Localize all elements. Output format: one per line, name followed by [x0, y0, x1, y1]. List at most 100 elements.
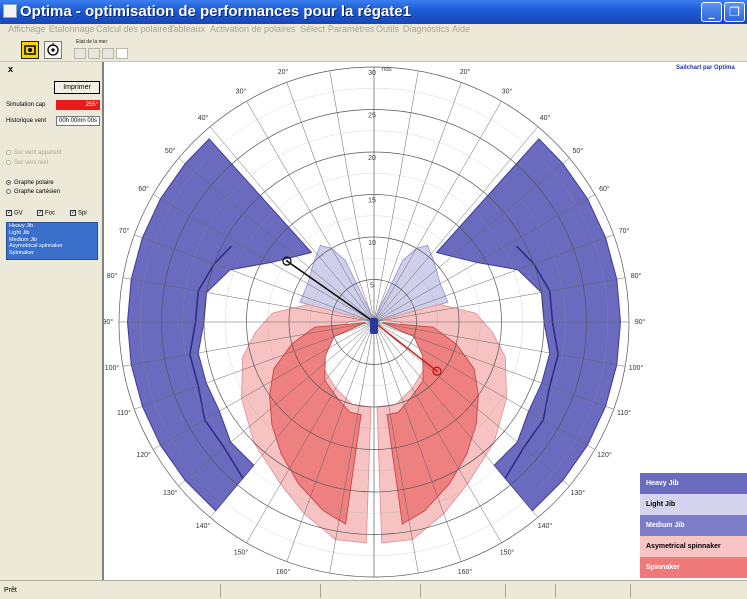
- angle-label: 100°: [629, 364, 644, 372]
- window-title: Optima - optimisation de performances po…: [20, 3, 411, 20]
- angle-radial: [373, 321, 462, 562]
- checkbox-spi[interactable]: ✓ Spi: [70, 210, 87, 217]
- sea-state-1[interactable]: [74, 48, 86, 59]
- menu-etalonnage[interactable]: Etalonnage: [49, 24, 95, 34]
- angle-label: 10°: [415, 62, 426, 64]
- radio-true-label: Sur vent réel: [14, 160, 49, 167]
- speed-tick-label: 15: [368, 198, 376, 205]
- angle-label: 50°: [573, 147, 584, 155]
- angle-label: 40°: [198, 114, 209, 122]
- menu-tableaux[interactable]: Tableaux: [169, 24, 206, 34]
- checkbox-gv-label: GV: [14, 210, 23, 217]
- angle-radial: [209, 126, 375, 323]
- angle-radial: [373, 277, 626, 323]
- menu-select[interactable]: Sélect: [300, 24, 326, 34]
- angle-label: 50°: [165, 147, 176, 155]
- radio-polar-graph[interactable]: Graphe polaire: [6, 180, 54, 186]
- angle-label: 110°: [617, 409, 631, 417]
- menu-calcul-polaires[interactable]: Calcul des polaires: [96, 24, 173, 34]
- status-separator: [320, 584, 321, 598]
- angle-radial: [134, 234, 375, 323]
- close-panel-icon[interactable]: x: [8, 64, 14, 74]
- minimize-button[interactable]: _: [701, 2, 722, 22]
- angle-radial: [373, 321, 419, 574]
- angle-radial: [153, 194, 375, 323]
- speed-tick-label: 5: [370, 283, 374, 290]
- spinnaker-area: [269, 322, 366, 525]
- polar-chart-area[interactable]: 10° 10° 20° 20° 30° 30° 40° 40° 50° 50° 60° 60° 70° 7…: [103, 56, 747, 592]
- menu-activation-polaires[interactable]: Activation de polaires: [210, 24, 296, 34]
- status-separator: [220, 584, 221, 598]
- angle-radial: [329, 70, 375, 323]
- radio-apparent-wind[interactable]: Sur vent apparent: [6, 150, 62, 156]
- menu-outils[interactable]: Outils: [376, 24, 400, 34]
- angle-radial: [373, 157, 570, 323]
- angle-label: 80°: [107, 272, 118, 280]
- angle-radial: [373, 101, 502, 323]
- angle-label: 70°: [619, 227, 630, 235]
- legend-item: Spinnaker: [640, 557, 747, 578]
- angle-label: 90°: [104, 318, 113, 326]
- angle-radial: [122, 277, 375, 323]
- sim-cap-field[interactable]: 255°: [56, 100, 100, 110]
- menu-affichage[interactable]: Affichage: [8, 24, 46, 34]
- sail-listbox[interactable]: Heavy Jib Light Jib Medium Jib Asymetric…: [6, 222, 98, 260]
- list-item[interactable]: Light Jib: [9, 229, 30, 236]
- radio-cartesian-graph[interactable]: Graphe cartésien: [6, 189, 60, 195]
- angle-label: 160°: [458, 568, 473, 576]
- polar-view-button[interactable]: [21, 41, 39, 59]
- menu-diagnostics[interactable]: Diagnostics: [403, 24, 450, 34]
- radio-cartesian-label: Graphe cartésien: [14, 189, 61, 196]
- angle-label: 120°: [136, 451, 151, 459]
- speed-ring: [310, 258, 438, 386]
- angle-label: 140°: [196, 522, 211, 530]
- angle-radial: [373, 321, 595, 450]
- angle-label: 20°: [460, 68, 471, 76]
- status-separator: [555, 584, 556, 598]
- angle-radial: [246, 101, 375, 323]
- angle-radial: [178, 321, 375, 487]
- angle-label: 10°: [323, 62, 334, 64]
- compass-button[interactable]: [44, 41, 62, 59]
- side-panel: x Imprimer Simulation cap 255° Historiqu…: [0, 62, 104, 580]
- sea-state-3[interactable]: [102, 48, 114, 59]
- wind-history-field[interactable]: 00h 00mn 00s: [56, 116, 100, 126]
- list-item[interactable]: Heavy Jib: [9, 223, 34, 229]
- radio-true-wind[interactable]: Sur vent réel: [6, 160, 48, 166]
- angle-radial: [286, 321, 375, 562]
- spinnaker-area: [382, 322, 479, 525]
- sail-legend: Heavy Jib Light Jib Medium Jib Asymetrical …: [640, 473, 747, 578]
- angle-label: 150°: [234, 548, 249, 556]
- checkbox-spi-label: Spi: [78, 210, 87, 217]
- angle-radial: [134, 321, 375, 410]
- menu-aide[interactable]: Aide: [452, 24, 471, 34]
- checkbox-foc[interactable]: ✓ Foc: [37, 210, 56, 217]
- boat-icon: [370, 318, 378, 334]
- angle-label: 30°: [236, 88, 247, 96]
- angle-label: 80°: [631, 272, 642, 280]
- heading-marker-dot: [285, 260, 288, 263]
- heading-vector: [286, 260, 375, 323]
- polar-icon: [24, 45, 36, 55]
- list-item[interactable]: Spinnaker: [9, 250, 34, 257]
- menu-parametres[interactable]: Paramètres: [328, 24, 375, 34]
- angle-radial: [122, 321, 375, 367]
- print-button[interactable]: Imprimer: [54, 81, 100, 94]
- angle-radial: [246, 321, 375, 543]
- list-item[interactable]: Medium Jib: [9, 236, 38, 243]
- polar-diagram[interactable]: 10° 10° 20° 20° 30° 30° 40° 40° 50° 50° 60° 60° 70° 7…: [103, 56, 747, 592]
- status-bar: Prêt: [0, 580, 747, 599]
- sea-state-label: Etat de la mer: [76, 39, 108, 45]
- status-text: Prêt: [4, 587, 17, 594]
- status-separator: [420, 584, 421, 598]
- sea-state-2[interactable]: [88, 48, 100, 59]
- angle-label: 70°: [119, 227, 130, 235]
- restore-button[interactable]: ❐: [724, 2, 745, 22]
- radio-polar-label: Graphe polaire: [14, 180, 54, 187]
- angle-radial: [178, 157, 375, 323]
- sea-state-4[interactable]: [116, 48, 128, 59]
- angle-radial: [373, 82, 462, 323]
- list-item[interactable]: Asymetrical spinnaker: [9, 243, 63, 250]
- checkbox-gv[interactable]: ✓ GV: [6, 210, 23, 217]
